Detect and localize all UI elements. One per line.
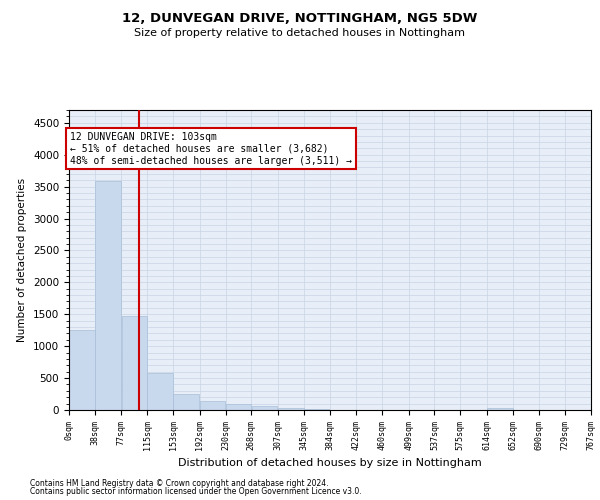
Bar — [95, 182, 121, 410]
Bar — [278, 408, 304, 410]
Bar — [122, 316, 147, 410]
Y-axis label: Number of detached properties: Number of detached properties — [17, 178, 28, 342]
Text: 12 DUNVEGAN DRIVE: 103sqm
← 51% of detached houses are smaller (3,682)
48% of se: 12 DUNVEGAN DRIVE: 103sqm ← 51% of detac… — [70, 132, 352, 166]
Bar — [173, 394, 199, 410]
Bar — [69, 330, 95, 410]
Bar — [226, 404, 251, 410]
Bar — [487, 408, 512, 410]
Text: Size of property relative to detached houses in Nottingham: Size of property relative to detached ho… — [134, 28, 466, 38]
Bar — [148, 373, 173, 410]
X-axis label: Distribution of detached houses by size in Nottingham: Distribution of detached houses by size … — [178, 458, 482, 468]
Text: Contains public sector information licensed under the Open Government Licence v3: Contains public sector information licen… — [30, 488, 362, 496]
Text: 12, DUNVEGAN DRIVE, NOTTINGHAM, NG5 5DW: 12, DUNVEGAN DRIVE, NOTTINGHAM, NG5 5DW — [122, 12, 478, 26]
Bar — [200, 401, 226, 410]
Bar — [251, 406, 277, 410]
Text: Contains HM Land Registry data © Crown copyright and database right 2024.: Contains HM Land Registry data © Crown c… — [30, 478, 329, 488]
